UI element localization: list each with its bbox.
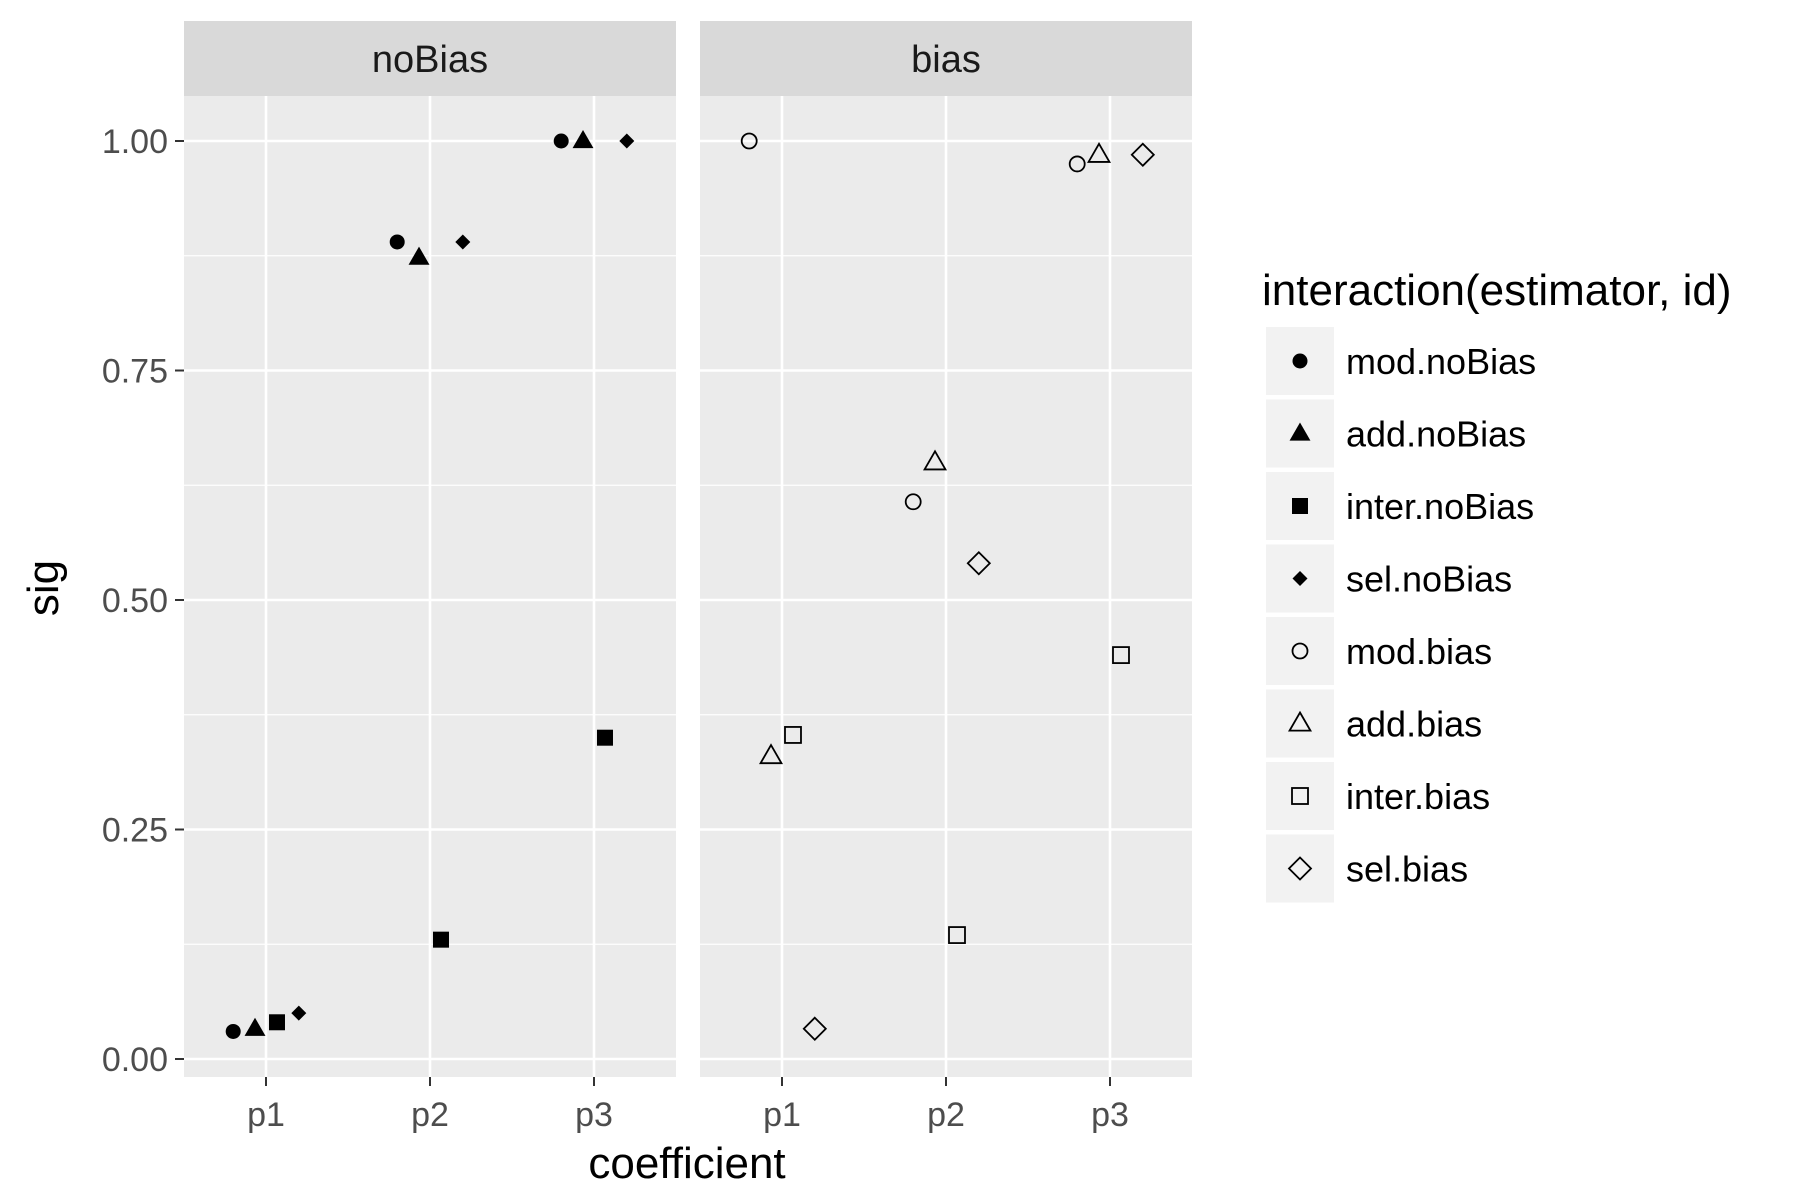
legend-items: mod.noBias add.noBias inter.noBias sel.noBi… bbox=[1266, 327, 1536, 903]
legend-label: sel.noBias bbox=[1346, 559, 1512, 600]
legend-item-add.bias: add.bias bbox=[1266, 689, 1482, 758]
y-tick-label: 1.00 bbox=[102, 123, 168, 161]
legend-symbol bbox=[1292, 498, 1308, 514]
point-add.bias bbox=[759, 743, 784, 765]
point-mod.noBias bbox=[389, 234, 405, 250]
legend-label: mod.noBias bbox=[1346, 341, 1536, 382]
legend-symbol bbox=[1292, 353, 1308, 369]
y-tick-label: 0.50 bbox=[102, 582, 168, 620]
point-add.bias bbox=[1087, 141, 1112, 163]
x-tick-label: p3 bbox=[575, 1096, 613, 1134]
point-mod.noBias bbox=[553, 133, 569, 149]
point-sel.noBias bbox=[619, 133, 635, 149]
legend-item-inter.noBias: inter.noBias bbox=[1266, 472, 1534, 540]
y-tick-label: 0.25 bbox=[102, 812, 168, 850]
y-axis: 0.00 0.25 0.50 0.75 1.00 bbox=[102, 123, 184, 1079]
legend-key bbox=[1266, 762, 1334, 830]
point-inter.noBias bbox=[432, 931, 449, 948]
x-axis-title: coefficient bbox=[588, 1139, 785, 1188]
point-mod.bias bbox=[904, 493, 922, 511]
x-tick-label: p3 bbox=[1091, 1096, 1129, 1134]
legend-item-sel.bias: sel.bias bbox=[1266, 834, 1468, 903]
legend-item-mod.bias: mod.bias bbox=[1266, 617, 1492, 685]
legend-item-mod.noBias: mod.noBias bbox=[1266, 327, 1536, 395]
point-sel.bias bbox=[966, 551, 992, 576]
legend-symbol bbox=[1292, 571, 1308, 586]
x-tick-label: p1 bbox=[247, 1096, 285, 1134]
legend-symbol bbox=[1287, 856, 1313, 881]
point-inter.noBias bbox=[268, 1014, 285, 1031]
x-tick-label: p2 bbox=[927, 1096, 965, 1134]
x-tick-label: p1 bbox=[763, 1096, 801, 1134]
point-inter.bias bbox=[784, 726, 802, 744]
legend-item-sel.noBias: sel.noBias bbox=[1266, 544, 1512, 613]
y-tick-label: 0.00 bbox=[102, 1041, 168, 1079]
legend-item-add.noBias: add.noBias bbox=[1266, 399, 1526, 468]
x-axes: p1 p2 p3 p1 p2 p3 bbox=[247, 1077, 1129, 1134]
facet-strip bbox=[700, 21, 1192, 96]
facet-panel-noBias: noBias bbox=[184, 21, 676, 1077]
legend-label: inter.noBias bbox=[1346, 486, 1534, 527]
facet-panels: noBias bias bbox=[184, 21, 1192, 1077]
legend-key bbox=[1266, 834, 1334, 903]
point-add.noBias bbox=[408, 246, 430, 265]
legend-label: add.noBias bbox=[1346, 414, 1526, 455]
point-add.bias bbox=[923, 449, 948, 471]
legend-key bbox=[1266, 689, 1334, 758]
legend: interaction(estimator, id) mod.noBias add… bbox=[1262, 266, 1732, 903]
point-mod.bias bbox=[1068, 155, 1086, 173]
legend-symbol bbox=[1291, 787, 1309, 805]
point-add.noBias bbox=[244, 1017, 266, 1036]
legend-symbol bbox=[1291, 642, 1309, 660]
point-sel.noBias bbox=[455, 234, 471, 250]
y-axis-title: sig bbox=[19, 560, 68, 616]
legend-symbol bbox=[1287, 710, 1313, 732]
legend-symbol bbox=[1289, 422, 1311, 441]
legend-label: add.bias bbox=[1346, 704, 1482, 745]
facet-strip-label: noBias bbox=[372, 39, 488, 81]
legend-label: mod.bias bbox=[1346, 631, 1492, 672]
y-tick-label: 0.75 bbox=[102, 353, 168, 391]
point-add.noBias bbox=[572, 130, 594, 149]
point-inter.noBias bbox=[596, 729, 613, 746]
x-tick-label: p2 bbox=[411, 1096, 449, 1134]
legend-label: sel.bias bbox=[1346, 849, 1468, 890]
legend-title: interaction(estimator, id) bbox=[1262, 266, 1732, 315]
facet-strip-label: bias bbox=[911, 39, 981, 81]
point-sel.bias bbox=[802, 1016, 828, 1041]
point-mod.noBias bbox=[225, 1023, 241, 1039]
point-sel.bias bbox=[1130, 142, 1156, 168]
facet-panel-bias: bias bbox=[700, 21, 1192, 1077]
point-inter.bias bbox=[1112, 646, 1130, 664]
facet-strip bbox=[184, 21, 676, 96]
legend-label: inter.bias bbox=[1346, 776, 1490, 817]
point-mod.bias bbox=[740, 132, 758, 150]
point-inter.bias bbox=[948, 926, 966, 944]
point-sel.noBias bbox=[291, 1005, 307, 1021]
legend-item-inter.bias: inter.bias bbox=[1266, 762, 1490, 830]
legend-key bbox=[1266, 617, 1334, 685]
